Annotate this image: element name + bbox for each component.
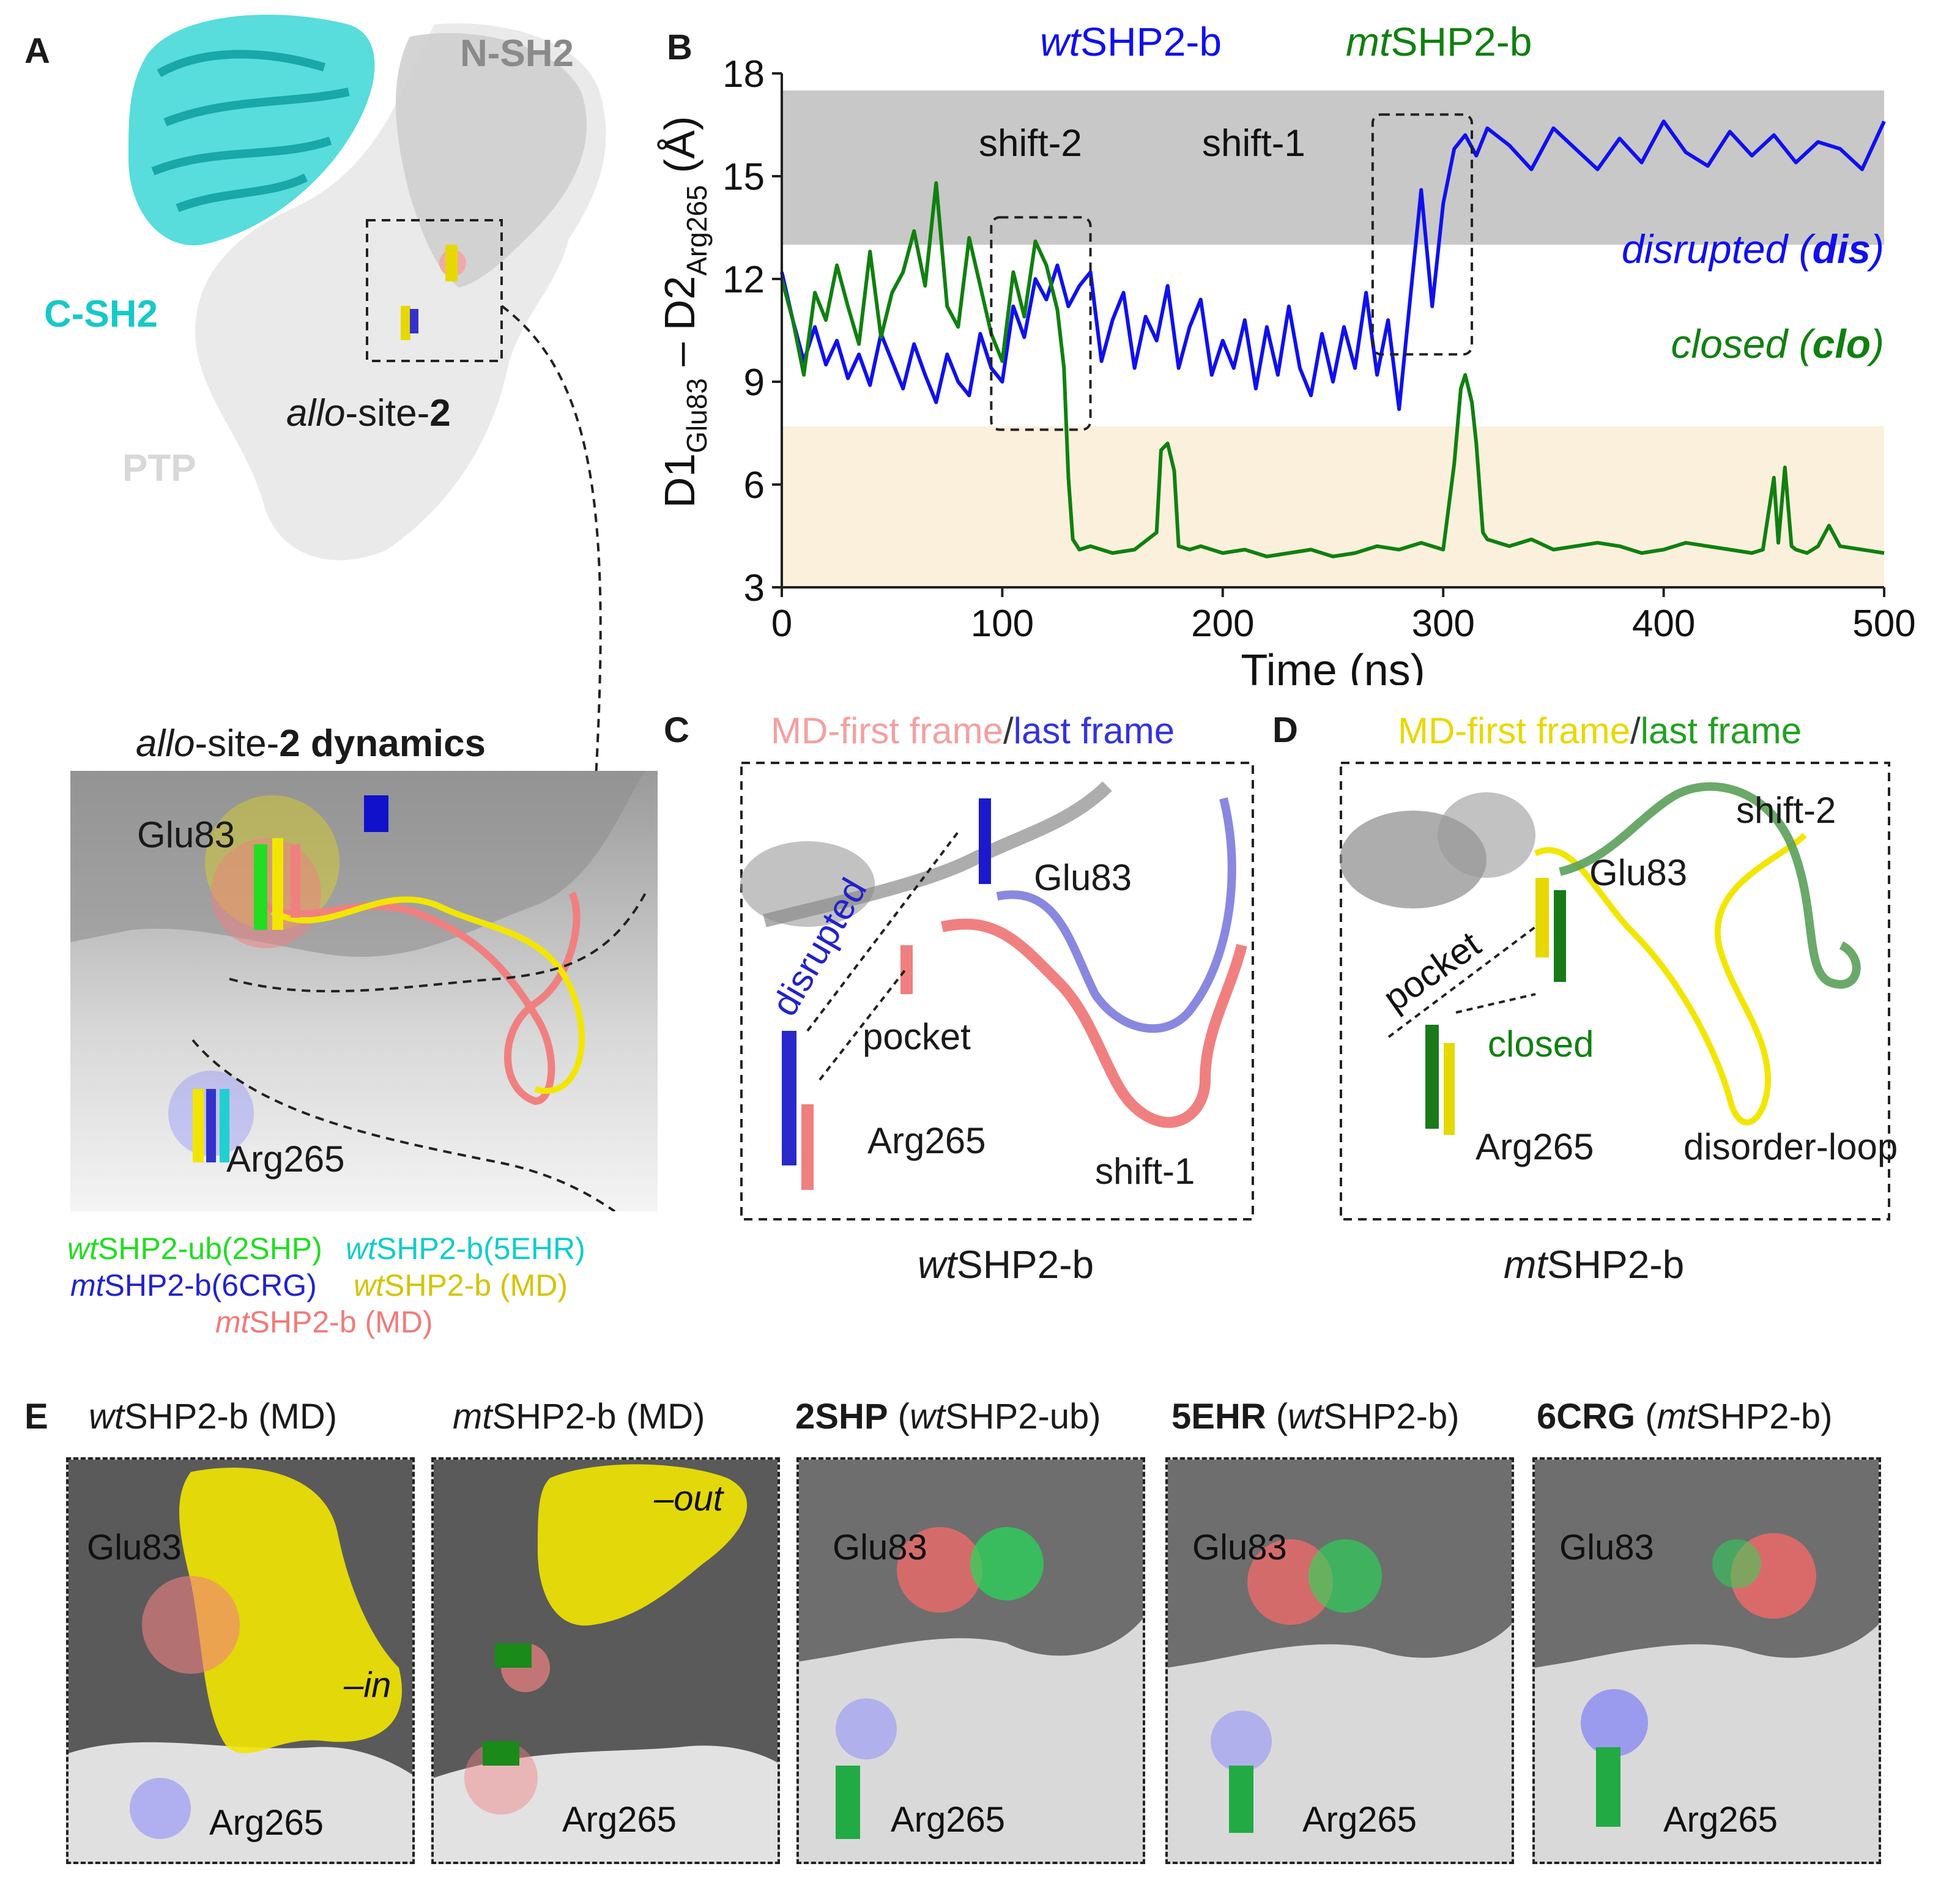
csh2-label: C-SH2 [44, 293, 158, 335]
e4-glu: Glu83 [1559, 1528, 1654, 1567]
panel-c-image: disrupted [740, 762, 1254, 1221]
e-title-4: 6CRG (mtSHP2-b) [1537, 1397, 1833, 1436]
dis-annotation: disrupted (dis) [1622, 226, 1884, 272]
nsh2-surface [395, 33, 587, 288]
e3-arg: Arg265 [1302, 1800, 1417, 1840]
band-closed [782, 426, 1884, 587]
e-panel-3: Glu83 Arg265 [1165, 1457, 1514, 1864]
e-panel-4: Glu83 Arg265 [1532, 1457, 1881, 1864]
y-axis-label: D1Glu83 – D2Arg265 (Å) [656, 116, 713, 508]
e-panel-1: Arg265 –out [431, 1457, 780, 1864]
band-disrupted [782, 91, 1884, 245]
shift1-annotation: shift-1 [1202, 122, 1305, 165]
legend-b-mt: mtSHP2-b [1346, 19, 1532, 64]
x-tick-label: 400 [1632, 603, 1695, 645]
nsh2-label: N-SH2 [460, 32, 574, 75]
panel-d-letter: D [1272, 710, 1298, 750]
y-tick-label: 18 [722, 53, 765, 95]
zoom-arrow [500, 305, 604, 835]
panel-d-image: pocket [1340, 762, 1890, 1221]
panel-c-glu-label: Glu83 [1034, 857, 1132, 898]
e2-arg: Arg265 [891, 1800, 1006, 1840]
y-tick-label: 9 [744, 362, 765, 404]
panel-d-arg-label: Arg265 [1476, 1126, 1594, 1167]
e1-note: –out [654, 1479, 723, 1518]
box-shift-2 [990, 216, 1092, 431]
y-tick-label: 3 [744, 567, 765, 609]
panel-c-pocket-label: pocket [863, 1016, 971, 1057]
e-title-3: 5EHR (wtSHP2-b) [1171, 1397, 1460, 1436]
panel-d-glu-label: Glu83 [1589, 852, 1688, 893]
y-tick-label: 6 [744, 464, 765, 507]
panel-c-caption: wtSHP2-b [918, 1243, 1094, 1287]
legend-a-3: wtSHP2-b (MD) [354, 1268, 568, 1302]
e-title-2: 2SHP (wtSHP2-ub) [795, 1397, 1101, 1436]
legend-a-1: wtSHP2-b(5EHR) [346, 1232, 585, 1266]
e-title-0: wtSHP2-b (MD) [89, 1397, 338, 1436]
shift2-annotation: shift-2 [979, 122, 1082, 165]
e0-arg: Arg265 [209, 1803, 324, 1843]
panel-d-caption: mtSHP2-b [1504, 1243, 1685, 1287]
dynamics-arg265-label: Arg265 [226, 1139, 345, 1180]
x-tick-label: 200 [1191, 603, 1254, 645]
ptp-label: PTP [122, 447, 196, 489]
dynamics-zoom-image [70, 771, 658, 1211]
e4-arg: Arg265 [1663, 1800, 1778, 1840]
e0-glu: Glu83 [87, 1528, 182, 1567]
panel-a-protein-structure [128, 15, 606, 560]
e2-glu: Glu83 [833, 1528, 927, 1567]
allo-site-box [366, 219, 503, 362]
series-mt-line [780, 181, 1885, 559]
csh2-surface [128, 15, 375, 245]
e3-glu: Glu83 [1192, 1528, 1287, 1567]
e1-arg: Arg265 [562, 1800, 677, 1840]
legend-b-wt: wtSHP2-b [1040, 19, 1222, 64]
panel-d-loop-label: disorder-loop [1683, 1126, 1898, 1167]
legend-a-2: mtSHP2-b(6CRG) [70, 1268, 317, 1302]
x-tick-label: 500 [1852, 603, 1915, 645]
x-axis-label: Time (ns) [1241, 646, 1425, 685]
e0-note: –in [344, 1665, 392, 1705]
panel-d-shift-label: shift-2 [1736, 790, 1836, 831]
panel-b-chart: 0 100 200 300 400 500 3 6 9 12 15 18 Time (ns) disru… [656, 53, 1916, 685]
panel-e-letter: E [24, 1397, 48, 1436]
e-title-1: mtSHP2-b (MD) [453, 1397, 705, 1436]
y-tick-label: 12 [722, 259, 765, 301]
panel-c-arg-label: Arg265 [867, 1120, 986, 1161]
panel-d-closed-label: closed [1488, 1024, 1594, 1064]
panel-c-letter: C [664, 710, 689, 750]
panel-b-letter: B [667, 28, 692, 67]
clo-annotation: closed (clo) [1671, 321, 1884, 366]
legend-a-4: mtSHP2-b (MD) [215, 1305, 433, 1339]
e-panel-0: Glu83 Arg265 –in [66, 1457, 415, 1864]
dynamics-title: allo-site-2 dynamics [136, 723, 486, 765]
box-shift-1 [1371, 113, 1474, 356]
panel-c-shift-label: shift-1 [1095, 1151, 1195, 1192]
x-tick-label: 100 [971, 603, 1034, 645]
legend-a-0: wtSHP2-ub(2SHP) [67, 1232, 322, 1266]
series-wt-line [780, 119, 1886, 411]
panel-a-letter: A [24, 31, 50, 71]
y-tick-label: 15 [722, 156, 765, 198]
x-tick-label: 300 [1411, 603, 1474, 645]
e-panel-2: Glu83 Arg265 [796, 1457, 1145, 1864]
panel-c-title: MD-first frame/last frame [771, 710, 1175, 751]
dynamics-glu83-label: Glu83 [137, 814, 236, 855]
x-tick-label: 0 [771, 603, 792, 645]
allo-site-2-label: allo-site-2 [286, 392, 451, 434]
panel-d-title: MD-first frame/last frame [1398, 710, 1802, 751]
